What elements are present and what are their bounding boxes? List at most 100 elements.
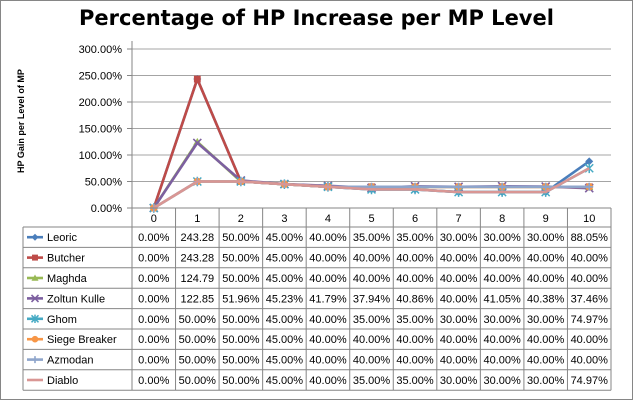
y-tick-label: 100.00% [79,150,123,162]
table-cell: 50.00% [222,273,260,285]
table-cell: 0.00% [138,273,169,285]
table-cell: 40.00% [571,355,609,367]
table-cell: 40.00% [440,273,478,285]
table-cell: 40.00% [440,355,478,367]
table-cell: 45.00% [266,334,304,346]
table-cell: 35.00% [396,314,434,326]
table-cell: 40.00% [353,334,391,346]
table-cell: 124.79 [180,273,214,285]
legend-key-marker [32,254,38,261]
table-cell: 0.00% [138,293,169,305]
table-cell: 30.00% [440,375,478,387]
data-point [585,182,594,191]
table-cell: 50.00% [222,253,260,265]
table-cell: 122.85 [180,293,214,305]
series-zoltun-kulle [149,138,594,213]
x-tick-label: 10 [583,213,595,225]
table-cell: 50.00% [179,375,217,387]
table-cell: 50.00% [222,232,260,244]
legend-label: Butcher [47,253,85,265]
table-cell: 40.00% [527,334,565,346]
series-maghda [149,137,594,212]
legend-key-marker [31,233,39,241]
table-cell: 45.00% [266,253,304,265]
table-cell: 0.00% [138,232,169,244]
legend-key-marker [31,274,39,281]
table-cell: 35.00% [396,375,434,387]
table-cell: 30.00% [483,375,521,387]
table-row: Leoric 0.00% 243.28 50.00% 45.00% 40.00% 35.00… [27,232,608,244]
table-cell: 50.00% [179,355,217,367]
legend-key-marker [31,335,39,343]
x-tick-label: 9 [543,213,549,225]
table-cell: 40.00% [396,273,434,285]
table-cell: 40.00% [309,375,347,387]
table-cell: 30.00% [440,314,478,326]
table-cell: 35.00% [353,232,391,244]
table-cell: 40.00% [483,253,521,265]
table-cell: 40.00% [440,293,478,305]
table-cell: 45.00% [266,375,304,387]
table-cell: 0.00% [138,375,169,387]
table-cell: 40.00% [527,253,565,265]
legend-label: Maghda [47,273,88,285]
y-tick-label: 250.00% [79,71,123,83]
table-cell: 40.00% [309,273,347,285]
table-cell: 0.00% [138,253,169,265]
y-axis-ticks: 0.00% 50.00% 100.00% 150.00% 200.00% 250.00% 3… [79,44,132,215]
table-cell: 50.00% [222,355,260,367]
table-cell: 40.00% [309,355,347,367]
table-cell: 35.00% [353,375,391,387]
data-point [192,138,202,148]
legend-key-marker [30,294,40,303]
table-cell: 40.00% [440,253,478,265]
table-row: Butcher 0.00% 243.28 50.00% 45.00% 40.00% 40.0… [27,253,608,265]
table-cell: 40.00% [571,334,609,346]
table-cell: 50.00% [179,334,217,346]
table-cell: 41.05% [483,293,521,305]
table-cell: 40.00% [309,314,347,326]
table-cell: 41.79% [309,293,347,305]
table-cell: 30.00% [527,375,565,387]
legend-label: Diablo [47,375,78,387]
legend-key-marker [30,314,40,323]
table-cell: 45.00% [266,232,304,244]
data-point [454,182,463,191]
table-cell: 40.86% [396,293,434,305]
table-cell: 40.00% [396,253,434,265]
x-tick-label: 0 [151,213,157,225]
y-tick-label: 50.00% [85,177,123,189]
table-cell: 40.00% [571,273,609,285]
table-cell: 30.00% [527,314,565,326]
x-tick-label: 5 [368,213,374,225]
x-tick-label: 4 [325,213,331,225]
legend-label: Zoltun Kulle [47,293,105,305]
axes [131,41,611,209]
data-point [585,157,594,166]
chart-title: Percentage of HP Increase per MP Level [79,6,554,30]
table-cell: 30.00% [440,232,478,244]
table-cell: 0.00% [138,314,169,326]
gridlines [132,48,611,182]
table-row: Siege Breaker 0.00% 50.00% 50.00% 45.00% 40.0… [27,334,608,346]
table-cell: 50.00% [222,375,260,387]
table-cell: 40.00% [483,334,521,346]
y-tick-label: 0.00% [91,203,122,215]
table-cell: 40.38% [527,293,565,305]
table-cell: 243.28 [180,253,214,265]
table-row: Ghom 0.00% 50.00% 50.00% 45.00% 40.00% 35.00% 3… [27,314,608,326]
table-cell: 45.00% [266,273,304,285]
table-cell: 40.00% [396,355,434,367]
table-cell: 0.00% [138,334,169,346]
table-cell: 40.00% [353,273,391,285]
series-lines [149,75,594,213]
legend-label: Leoric [47,232,77,244]
x-tick-label: 2 [238,213,244,225]
table-cell: 51.96% [222,293,260,305]
y-tick-label: 200.00% [79,97,123,109]
table-row: Azmodan 0.00% 50.00% 50.00% 45.00% 40.00% 40.0… [27,355,608,367]
table-cell: 50.00% [179,314,217,326]
series-line [153,167,590,210]
data-point [193,75,201,83]
